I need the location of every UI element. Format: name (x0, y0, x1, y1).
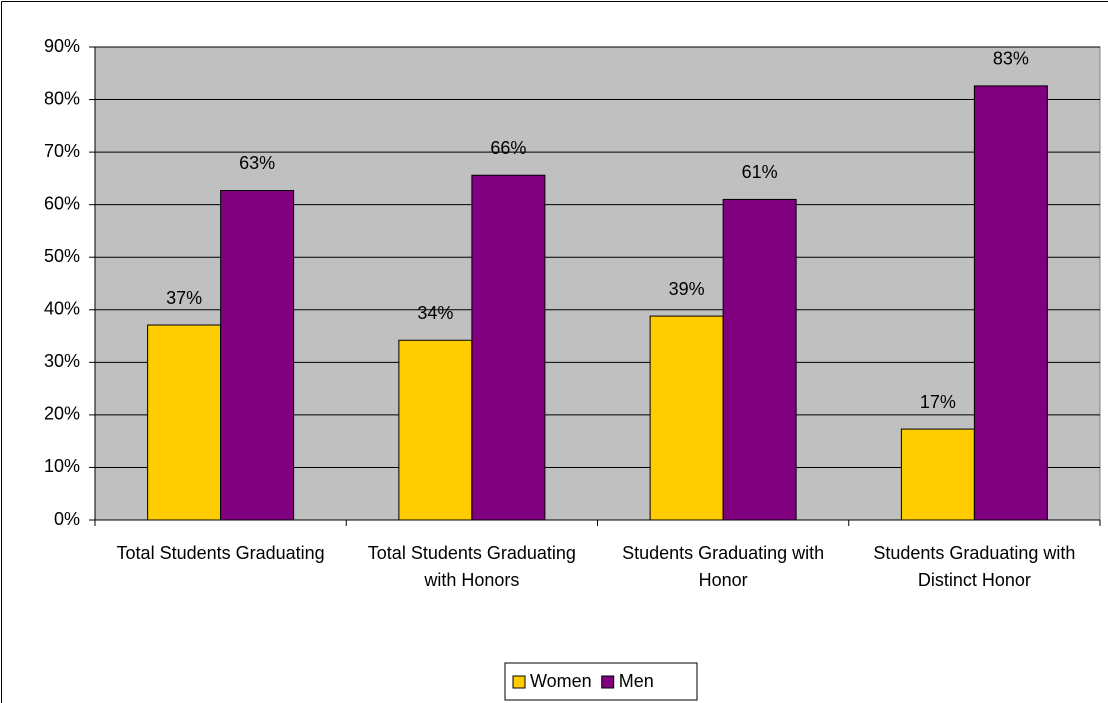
data-label: 37% (166, 288, 202, 308)
data-label: 17% (920, 392, 956, 412)
y-tick-label: 40% (44, 299, 80, 319)
x-tick-label: Total Students Graduating (116, 543, 325, 563)
legend-label: Women (530, 671, 592, 691)
bar (973, 85, 1048, 521)
y-tick-label: 70% (44, 141, 80, 161)
y-tick-label: 90% (44, 36, 80, 56)
data-label: 61% (742, 162, 778, 182)
x-tick-label: Students Graduating with Distinct Honor (873, 543, 1076, 590)
bar (471, 174, 546, 521)
x-tick-label: Total Students Graduating with Honors (367, 543, 576, 590)
y-tick-label: 30% (44, 351, 80, 371)
y-tick-label: 20% (44, 404, 80, 424)
legend-swatch (512, 675, 526, 689)
bar (398, 339, 473, 521)
bar (220, 189, 295, 521)
data-label: 63% (239, 153, 275, 173)
bar (722, 198, 797, 521)
legend-box (504, 662, 698, 701)
y-tick-label: 0% (54, 509, 80, 529)
y-tick-label: 60% (44, 193, 80, 213)
data-label: 66% (490, 138, 526, 158)
data-label: 34% (417, 303, 453, 323)
legend-label: Men (619, 671, 654, 691)
data-label: 39% (669, 279, 705, 299)
bar (147, 324, 222, 521)
y-tick-label: 80% (44, 88, 80, 108)
y-tick-label: 50% (44, 246, 80, 266)
bar (649, 315, 724, 521)
bar (900, 428, 975, 521)
y-tick-label: 10% (44, 456, 80, 476)
x-tick-label: Students Graduating with Honor (622, 543, 825, 590)
data-label: 83% (993, 49, 1029, 69)
legend-swatch (601, 675, 615, 689)
